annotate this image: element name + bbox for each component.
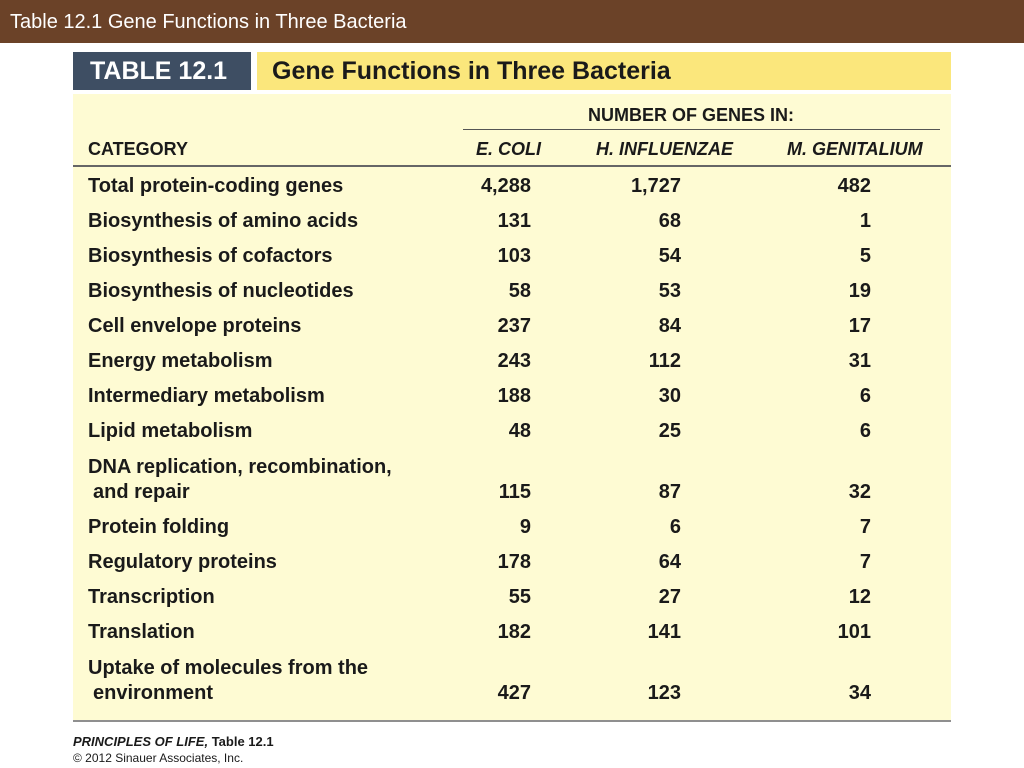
category-label-continued: and repair xyxy=(93,481,190,503)
mgenitalium-gene-count: 17 xyxy=(848,315,871,337)
category-cell: Protein folding xyxy=(88,515,229,540)
ecoli-gene-count: 237 xyxy=(497,315,531,337)
ecoli-gene-count: 115 xyxy=(498,481,531,503)
category-cell: Biosynthesis of amino acids xyxy=(88,209,358,234)
category-label: Cell envelope proteins xyxy=(88,315,302,337)
column-header-hinfluenzae: H. INFLUENZAE xyxy=(596,139,733,159)
category-cell: Total protein-coding genes xyxy=(88,174,343,199)
mgenitalium-gene-count: 12 xyxy=(848,586,871,608)
mgenitalium-gene-count: 7 xyxy=(859,516,871,538)
table-title: Gene Functions in Three Bacteria xyxy=(257,52,951,90)
hinfluenzae-gene-count: 64 xyxy=(658,551,681,573)
mgenitalium-gene-count: 6 xyxy=(859,385,871,407)
hinfluenzae-gene-count: 141 xyxy=(647,621,681,643)
mgenitalium-gene-count: 6 xyxy=(859,420,871,442)
header-rule xyxy=(73,165,951,167)
hinfluenzae-gene-count: 54 xyxy=(658,245,681,267)
footer-book-title: PRINCIPLES OF LIFE, xyxy=(73,734,209,749)
category-label: DNA replication, recombination, xyxy=(88,456,392,478)
category-cell: Intermediary metabolism xyxy=(88,384,325,409)
category-label: Energy metabolism xyxy=(88,350,273,372)
category-cell: Regulatory proteins xyxy=(88,550,277,575)
category-label-continued: environment xyxy=(93,682,214,704)
category-label: Total protein-coding genes xyxy=(88,175,344,197)
category-label: Protein folding xyxy=(88,516,230,538)
mgenitalium-gene-count: 1 xyxy=(859,210,871,232)
category-label: Biosynthesis of cofactors xyxy=(88,245,333,267)
table-body xyxy=(73,94,951,722)
column-header-mgenitalium: M. GENITALIUM xyxy=(787,139,923,159)
ecoli-gene-count: 427 xyxy=(497,682,531,704)
category-cell: Uptake of molecules from the environment xyxy=(88,656,368,706)
hinfluenzae-gene-count: 53 xyxy=(658,280,681,302)
hinfluenzae-gene-count: 25 xyxy=(658,420,681,442)
hinfluenzae-gene-count: 84 xyxy=(658,315,681,337)
mgenitalium-gene-count: 7 xyxy=(859,551,871,573)
category-cell: Biosynthesis of cofactors xyxy=(88,244,333,269)
hinfluenzae-gene-count: 1,727 xyxy=(630,175,681,197)
category-label: Uptake of molecules from the xyxy=(88,657,369,679)
mgenitalium-gene-count: 31 xyxy=(848,350,871,372)
category-label: Regulatory proteins xyxy=(88,551,277,573)
slide-title: Table 12.1 Gene Functions in Three Bacte… xyxy=(10,11,407,33)
category-label: Biosynthesis of amino acids xyxy=(88,210,359,232)
mgenitalium-gene-count: 19 xyxy=(848,280,871,302)
hinfluenzae-gene-count: 123 xyxy=(647,682,681,704)
mgenitalium-gene-count: 32 xyxy=(848,481,871,503)
hinfluenzae-gene-count: 112 xyxy=(648,350,681,372)
category-cell: Energy metabolism xyxy=(88,349,273,374)
footer-copyright: © 2012 Sinauer Associates, Inc. xyxy=(73,751,244,765)
ecoli-gene-count: 178 xyxy=(497,551,531,573)
slide-title-bar: Table 12.1 Gene Functions in Three Bacte… xyxy=(0,0,1024,43)
category-label: Biosynthesis of nucleotides xyxy=(88,280,354,302)
table-label: TABLE 12.1 xyxy=(73,52,251,90)
ecoli-gene-count: 58 xyxy=(508,280,531,302)
category-label: Translation xyxy=(88,621,195,643)
hinfluenzae-gene-count: 6 xyxy=(669,516,681,538)
ecoli-gene-count: 182 xyxy=(497,621,531,643)
ecoli-gene-count: 48 xyxy=(508,420,531,442)
ecoli-gene-count: 9 xyxy=(519,516,531,538)
category-cell: Transcription xyxy=(88,585,215,610)
column-header-category: CATEGORY xyxy=(88,139,189,159)
hinfluenzae-gene-count: 30 xyxy=(658,385,681,407)
hinfluenzae-gene-count: 87 xyxy=(658,481,681,503)
column-group-heading: NUMBER OF GENES IN: xyxy=(588,105,795,125)
category-cell: Cell envelope proteins xyxy=(88,314,301,339)
footer-reference: Table 12.1 xyxy=(211,734,274,749)
category-cell: Biosynthesis of nucleotides xyxy=(88,279,354,304)
category-cell: Lipid metabolism xyxy=(88,419,252,444)
category-cell: DNA replication, recombination, and repai… xyxy=(88,455,392,505)
ecoli-gene-count: 4,288 xyxy=(480,175,531,197)
category-label: Lipid metabolism xyxy=(88,420,253,442)
column-header-ecoli: E. COLI xyxy=(476,139,542,159)
ecoli-gene-count: 103 xyxy=(497,245,531,267)
ecoli-gene-count: 131 xyxy=(497,210,531,232)
mgenitalium-gene-count: 101 xyxy=(837,621,871,643)
ecoli-gene-count: 188 xyxy=(497,385,531,407)
ecoli-gene-count: 243 xyxy=(497,350,531,372)
ecoli-gene-count: 55 xyxy=(508,586,531,608)
hinfluenzae-gene-count: 68 xyxy=(658,210,681,232)
mgenitalium-gene-count: 5 xyxy=(859,245,871,267)
category-label: Intermediary metabolism xyxy=(88,385,325,407)
category-label: Transcription xyxy=(88,586,215,608)
mgenitalium-gene-count: 482 xyxy=(837,175,871,197)
footer-source: PRINCIPLES OF LIFE, Table 12.1 xyxy=(73,734,274,750)
table-bottom-rule xyxy=(73,720,951,722)
column-group-rule xyxy=(463,129,940,130)
hinfluenzae-gene-count: 27 xyxy=(658,586,681,608)
category-cell: Translation xyxy=(88,620,195,645)
mgenitalium-gene-count: 34 xyxy=(848,682,871,704)
